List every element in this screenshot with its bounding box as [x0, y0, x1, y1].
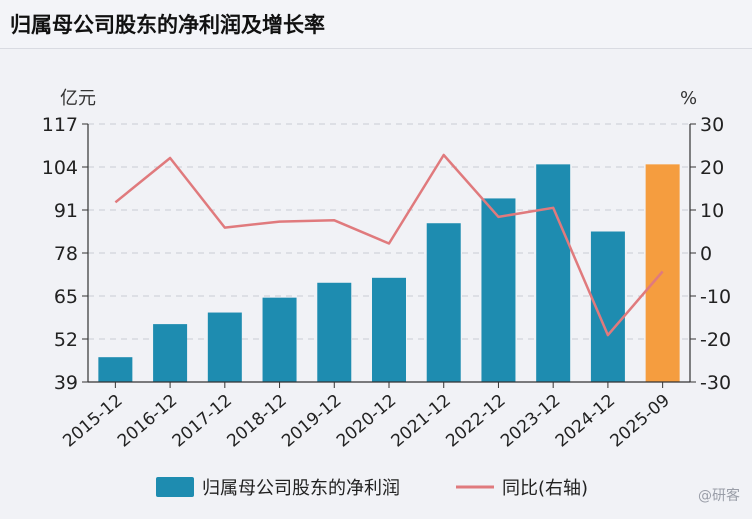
x-tick-label: 2016-12	[114, 391, 181, 452]
chart-title: 归属母公司股东的净利润及增长率	[10, 13, 325, 37]
bar	[153, 324, 188, 382]
bar	[481, 198, 516, 382]
y-right-tick-label: -30	[700, 372, 731, 394]
x-tick-label: 2020-12	[333, 391, 400, 452]
bar	[207, 312, 242, 382]
y-left-tick-label: 52	[54, 329, 78, 351]
x-tick-label: 2021-12	[388, 391, 455, 452]
legend-line-label: 同比(右轴)	[502, 478, 588, 499]
line-series	[114, 153, 664, 337]
y-left-tick-label: 39	[54, 372, 78, 394]
y-left-tick-label: 104	[42, 157, 78, 179]
y-left-tick-label: 78	[54, 243, 78, 265]
y-right-tick-label: -20	[700, 329, 731, 351]
title-bar: 归属母公司股东的净利润及增长率	[0, 0, 752, 49]
y-left-unit: 亿元	[60, 88, 96, 109]
y-right-tick-label: 10	[700, 200, 724, 222]
x-tick-label: 2018-12	[223, 391, 290, 452]
x-tick-label: 2019-12	[278, 391, 345, 452]
bar	[426, 223, 461, 382]
axes: 39 52 65 78 91 104 117 -30 -20 -10 0 10 20 30 亿元 % 2015-…	[42, 88, 731, 451]
x-tick-label: 2025-09	[607, 391, 674, 452]
bar	[536, 164, 571, 382]
x-tick-label: 2024-12	[552, 391, 619, 452]
y-right-tick-label: 0	[700, 243, 712, 265]
x-tick-label: 2023-12	[497, 391, 564, 452]
bar-series	[98, 164, 680, 382]
y-right-tick-label: -10	[700, 286, 731, 308]
bar	[262, 297, 297, 382]
watermark: @研客	[698, 488, 740, 504]
y-right-tick-label: 20	[700, 157, 724, 179]
y-right-tick-label: 30	[700, 114, 724, 136]
legend-bar-swatch	[156, 477, 194, 497]
x-tick-label: 2015-12	[59, 391, 126, 452]
y-left-tick-label: 65	[54, 286, 78, 308]
bar	[98, 357, 133, 382]
x-tick-label: 2017-12	[169, 391, 236, 452]
legend-bar-label: 归属母公司股东的净利润	[202, 478, 400, 499]
bar	[317, 282, 352, 382]
bar	[372, 277, 406, 382]
y-right-unit: %	[680, 88, 697, 109]
y-left-tick-label: 91	[54, 200, 78, 222]
y-left-tick-label: 117	[42, 114, 78, 136]
legend: 归属母公司股东的净利润 同比(右轴)	[156, 477, 588, 499]
x-tick-label: 2022-12	[442, 391, 509, 452]
